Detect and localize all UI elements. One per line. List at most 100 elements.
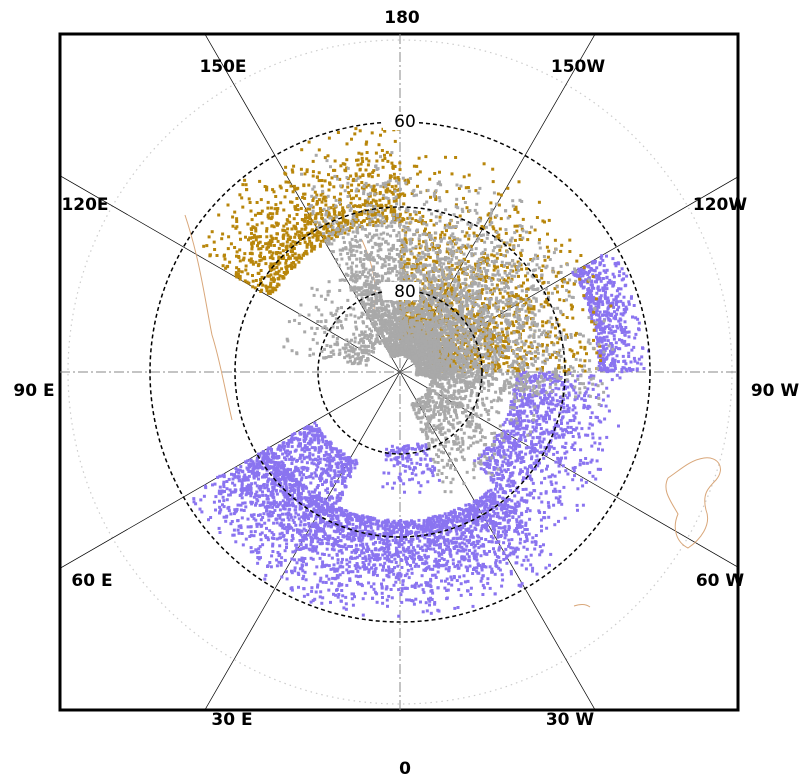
purple-point	[580, 427, 584, 431]
purple-point	[402, 548, 406, 551]
gold-point	[272, 244, 276, 247]
purple-point	[616, 360, 620, 364]
gold-point	[291, 261, 295, 265]
purple-point	[498, 483, 502, 487]
purple-point	[475, 566, 479, 570]
purple-point	[441, 526, 445, 529]
purple-point	[245, 485, 249, 489]
purple-point	[273, 501, 277, 505]
purple-point	[289, 468, 292, 472]
purple-point	[320, 467, 324, 471]
purple-point	[381, 596, 384, 599]
purple-point	[309, 543, 313, 547]
gold-point	[327, 230, 331, 234]
purple-point	[291, 493, 294, 497]
gold-point	[380, 149, 384, 152]
purple-point	[406, 444, 410, 448]
purple-point	[304, 578, 308, 582]
purple-point	[331, 517, 335, 521]
purple-point	[305, 466, 309, 470]
purple-point	[470, 506, 474, 510]
purple-point	[315, 474, 318, 478]
purple-point	[320, 565, 324, 569]
purple-point	[525, 414, 529, 418]
purple-point	[509, 572, 513, 576]
purple-point	[407, 521, 411, 525]
purple-point	[633, 359, 637, 363]
purple-point	[488, 586, 492, 590]
purple-point	[291, 537, 295, 541]
purple-point	[363, 520, 367, 524]
purple-point	[413, 564, 417, 568]
purple-point	[266, 488, 270, 492]
purple-point	[624, 343, 628, 347]
purple-point	[543, 373, 546, 377]
purple-point	[524, 532, 528, 536]
purple-point	[246, 478, 250, 482]
purple-point	[374, 522, 378, 526]
purple-point	[589, 300, 593, 304]
purple-point	[382, 541, 386, 545]
purple-point	[469, 593, 473, 596]
purple-point	[319, 479, 322, 483]
purple-point	[534, 543, 538, 546]
purple-point	[484, 448, 488, 451]
purple-point	[292, 474, 296, 478]
purple-point	[257, 547, 261, 551]
purple-point	[535, 377, 539, 381]
purple-point	[589, 283, 593, 287]
purple-point	[436, 563, 440, 566]
purple-point	[239, 503, 243, 507]
purple-point	[473, 511, 477, 515]
purple-point	[298, 547, 302, 551]
purple-point	[511, 441, 514, 445]
purple-point	[544, 452, 548, 456]
purple-point	[228, 488, 232, 492]
purple-point	[289, 455, 293, 459]
purple-point	[367, 547, 370, 551]
purple-point	[337, 521, 341, 525]
gold-point	[259, 251, 263, 255]
purple-point	[498, 448, 502, 452]
purple-point	[481, 509, 485, 513]
purple-point	[473, 544, 477, 548]
purple-point	[471, 572, 475, 575]
purple-point	[591, 299, 595, 302]
purple-point	[345, 547, 348, 551]
purple-point	[395, 541, 399, 545]
purple-point	[310, 500, 313, 504]
purple-point	[514, 505, 518, 509]
purple-point	[279, 478, 283, 481]
purple-point	[596, 286, 600, 290]
purple-point	[314, 468, 318, 472]
purple-point	[462, 549, 466, 553]
purple-point	[421, 610, 425, 614]
purple-point	[496, 490, 500, 494]
purple-point	[344, 607, 348, 611]
purple-point	[520, 399, 524, 403]
purple-point	[587, 296, 591, 299]
purple-point	[618, 376, 622, 380]
purple-point	[479, 455, 483, 459]
purple-point	[285, 542, 289, 546]
purple-point	[539, 401, 543, 405]
purple-point	[260, 523, 264, 527]
purple-point	[541, 402, 545, 405]
purple-point	[261, 493, 265, 497]
purple-point	[290, 534, 294, 538]
purple-point	[476, 534, 480, 538]
purple-point	[542, 456, 546, 460]
purple-point	[336, 527, 340, 531]
purple-point	[237, 524, 241, 528]
purple-point	[515, 555, 519, 559]
purple-point	[254, 548, 258, 552]
purple-point	[401, 525, 405, 529]
purple-point	[253, 471, 257, 475]
purple-point	[623, 339, 627, 343]
purple-point	[473, 553, 477, 557]
purple-point	[274, 474, 278, 477]
purple-point	[525, 535, 528, 538]
purple-point	[611, 359, 615, 363]
purple-point	[509, 546, 513, 550]
purple-point	[423, 543, 427, 547]
